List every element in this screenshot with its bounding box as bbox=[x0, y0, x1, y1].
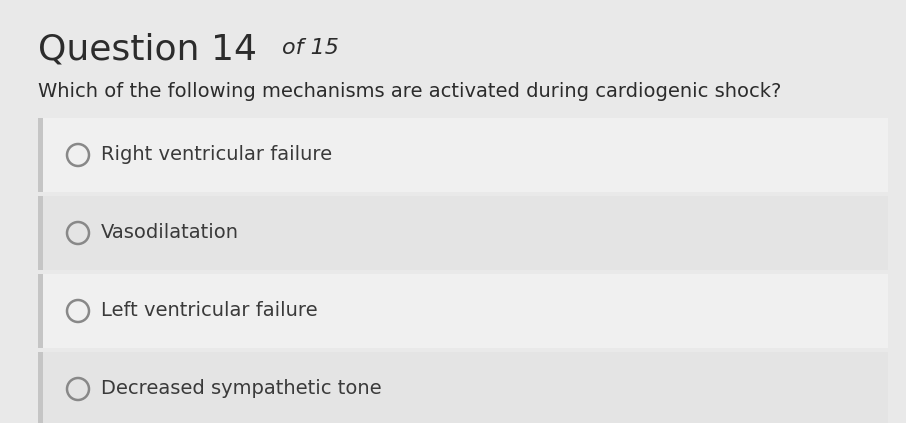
Bar bbox=[38, 118, 888, 192]
Text: Vasodilatation: Vasodilatation bbox=[101, 223, 239, 242]
Bar bbox=[38, 118, 43, 192]
Text: Left ventricular failure: Left ventricular failure bbox=[101, 302, 318, 321]
Text: Question 14: Question 14 bbox=[38, 32, 268, 66]
Text: Decreased sympathetic tone: Decreased sympathetic tone bbox=[101, 379, 381, 398]
Bar bbox=[38, 352, 888, 423]
Bar bbox=[38, 196, 888, 270]
Bar bbox=[38, 196, 43, 270]
Bar bbox=[38, 352, 43, 423]
Bar bbox=[38, 274, 43, 348]
Bar bbox=[38, 274, 888, 348]
Text: Right ventricular failure: Right ventricular failure bbox=[101, 146, 333, 165]
Text: of 15: of 15 bbox=[282, 38, 339, 58]
Text: Which of the following mechanisms are activated during cardiogenic shock?: Which of the following mechanisms are ac… bbox=[38, 82, 781, 101]
